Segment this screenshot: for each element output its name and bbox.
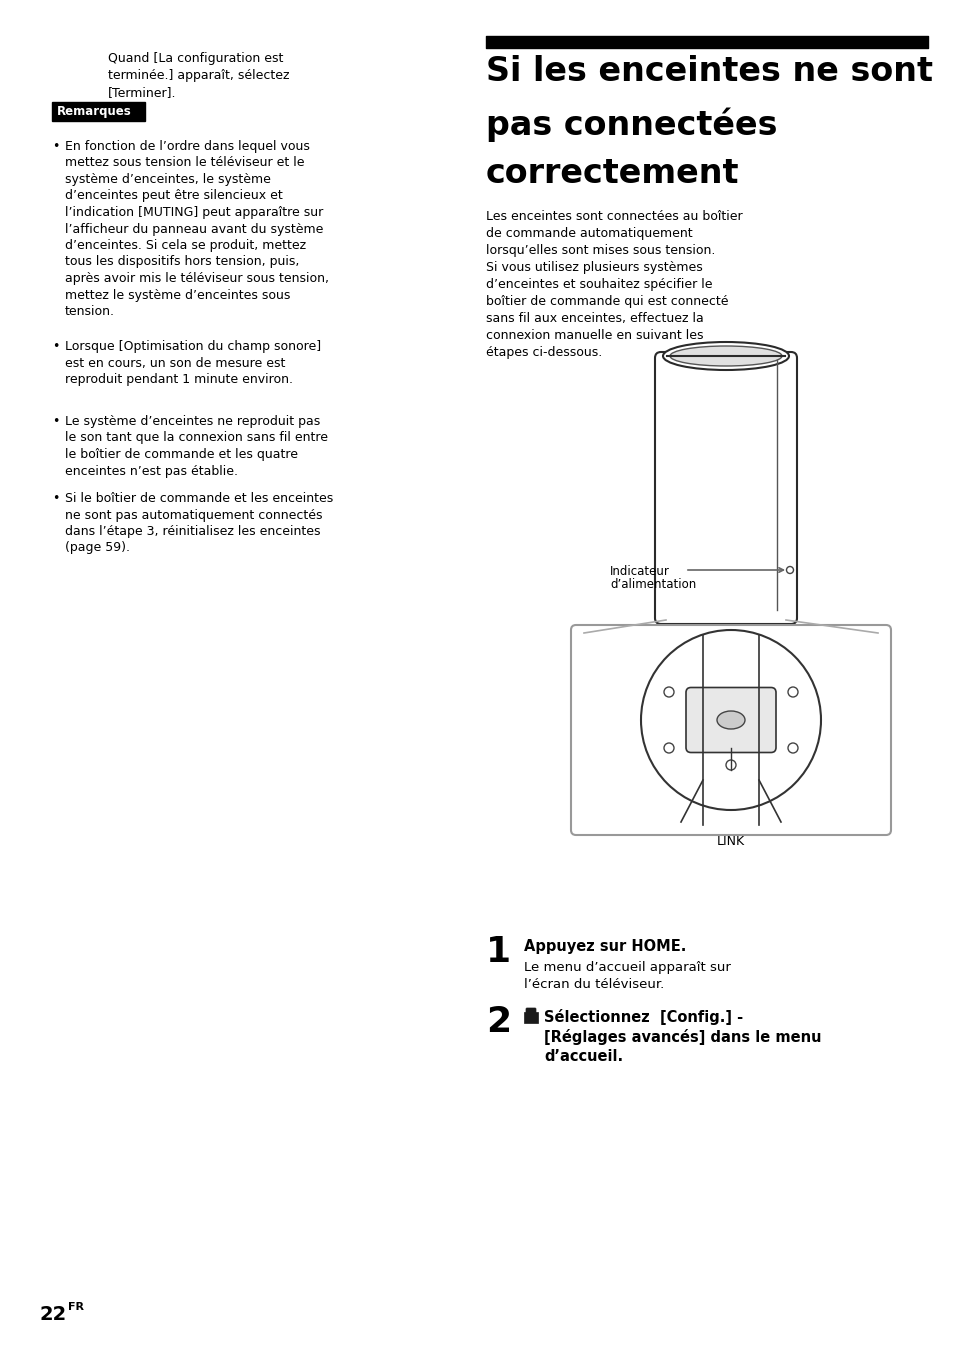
Text: Les enceintes sont connectées au boîtier: Les enceintes sont connectées au boîtier: [485, 210, 741, 223]
Text: tension.: tension.: [65, 305, 115, 318]
Circle shape: [785, 566, 793, 574]
Text: Si les enceintes ne sont: Si les enceintes ne sont: [485, 56, 932, 88]
Text: d’enceintes et souhaitez spécifier le: d’enceintes et souhaitez spécifier le: [485, 278, 712, 290]
Text: étapes ci-dessous.: étapes ci-dessous.: [485, 346, 601, 360]
Text: système d’enceintes, le système: système d’enceintes, le système: [65, 172, 271, 186]
Text: [Réglages avancés] dans le menu: [Réglages avancés] dans le menu: [543, 1029, 821, 1045]
Text: Lorsque [Optimisation du champ sonore]: Lorsque [Optimisation du champ sonore]: [65, 341, 321, 353]
Text: dans l’étape 3, réinitialisez les enceintes: dans l’étape 3, réinitialisez les encein…: [65, 525, 320, 537]
Text: Si le boîtier de commande et les enceintes: Si le boîtier de commande et les enceint…: [65, 493, 333, 505]
Text: (page 59).: (page 59).: [65, 541, 130, 555]
Text: mettez le système d’enceintes sous: mettez le système d’enceintes sous: [65, 289, 290, 301]
Text: d’alimentation: d’alimentation: [609, 578, 696, 592]
Ellipse shape: [662, 342, 788, 370]
Text: connexion manuelle en suivant les: connexion manuelle en suivant les: [485, 328, 702, 342]
Text: LINK: LINK: [717, 835, 744, 848]
Text: Le système d’enceintes ne reproduit pas: Le système d’enceintes ne reproduit pas: [65, 415, 320, 427]
Ellipse shape: [717, 711, 744, 729]
Circle shape: [663, 744, 673, 753]
Text: ne sont pas automatiquement connectés: ne sont pas automatiquement connectés: [65, 509, 322, 521]
Text: Indicateur: Indicateur: [609, 565, 669, 578]
Text: FR: FR: [68, 1301, 84, 1312]
Text: [Terminer].: [Terminer].: [108, 85, 176, 99]
Text: tous les dispositifs hors tension, puis,: tous les dispositifs hors tension, puis,: [65, 255, 299, 269]
Text: lorsqu’elles sont mises sous tension.: lorsqu’elles sont mises sous tension.: [485, 244, 715, 256]
Text: 22: 22: [40, 1305, 67, 1324]
Circle shape: [663, 687, 673, 697]
Bar: [523, 1012, 537, 1023]
Text: d’enceintes. Si cela se produit, mettez: d’enceintes. Si cela se produit, mettez: [65, 239, 306, 252]
Text: l’indication [MUTING] peut apparaître sur: l’indication [MUTING] peut apparaître su…: [65, 206, 323, 218]
Text: Le menu d’accueil apparaît sur: Le menu d’accueil apparaît sur: [523, 961, 730, 974]
Text: reproduit pendant 1 minute environ.: reproduit pendant 1 minute environ.: [65, 373, 293, 385]
Text: Sélectionnez  [Config.] -: Sélectionnez [Config.] -: [543, 1010, 742, 1025]
Text: l’afficheur du panneau avant du système: l’afficheur du panneau avant du système: [65, 223, 323, 236]
Text: sans fil aux enceintes, effectuez la: sans fil aux enceintes, effectuez la: [485, 312, 703, 324]
Text: le son tant que la connexion sans fil entre: le son tant que la connexion sans fil en…: [65, 432, 328, 445]
Text: Remarques: Remarques: [57, 104, 132, 118]
Text: terminée.] apparaît, sélectez: terminée.] apparaît, sélectez: [108, 69, 289, 81]
Text: •: •: [52, 140, 59, 153]
Text: 1: 1: [485, 935, 511, 969]
Text: Quand [La configuration est: Quand [La configuration est: [108, 52, 283, 65]
Text: •: •: [52, 493, 59, 505]
FancyBboxPatch shape: [571, 626, 890, 835]
Ellipse shape: [669, 346, 781, 366]
Text: l’écran du téléviseur.: l’écran du téléviseur.: [523, 978, 663, 991]
Text: d’enceintes peut être silencieux et: d’enceintes peut être silencieux et: [65, 190, 282, 202]
Text: •: •: [52, 341, 59, 353]
Text: Appuyez sur HOME.: Appuyez sur HOME.: [523, 939, 685, 954]
Circle shape: [640, 630, 821, 810]
Text: enceintes n’est pas établie.: enceintes n’est pas établie.: [65, 464, 237, 478]
Bar: [52, 102, 145, 121]
Circle shape: [725, 760, 735, 769]
Circle shape: [787, 744, 797, 753]
Text: mettez sous tension le téléviseur et le: mettez sous tension le téléviseur et le: [65, 156, 304, 170]
Text: est en cours, un son de mesure est: est en cours, un son de mesure est: [65, 357, 285, 369]
Text: 2: 2: [485, 1006, 511, 1039]
Text: •: •: [52, 415, 59, 427]
Text: En fonction de l’ordre dans lequel vous: En fonction de l’ordre dans lequel vous: [65, 140, 310, 153]
Text: pas connectées: pas connectées: [485, 107, 777, 141]
Text: le boîtier de commande et les quatre: le boîtier de commande et les quatre: [65, 448, 297, 461]
FancyBboxPatch shape: [655, 351, 796, 624]
Text: Si vous utilisez plusieurs systèmes: Si vous utilisez plusieurs systèmes: [485, 261, 702, 274]
Circle shape: [787, 687, 797, 697]
Text: correctement: correctement: [485, 157, 739, 190]
FancyBboxPatch shape: [525, 1008, 536, 1015]
Text: boîtier de commande qui est connecté: boîtier de commande qui est connecté: [485, 294, 728, 308]
FancyBboxPatch shape: [685, 688, 775, 753]
Text: de commande automatiquement: de commande automatiquement: [485, 227, 692, 240]
Text: après avoir mis le téléviseur sous tension,: après avoir mis le téléviseur sous tensi…: [65, 271, 329, 285]
Text: d’accueil.: d’accueil.: [543, 1049, 622, 1064]
